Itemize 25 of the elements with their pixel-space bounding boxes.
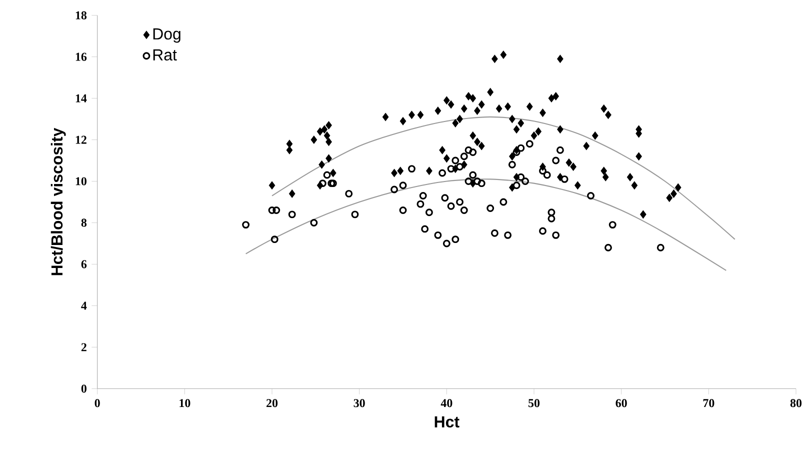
y-tick-label: 18 [76,11,87,20]
y-tick-label: 6 [81,260,87,268]
x-tick-label: 40 [440,399,452,408]
line-series [271,116,736,240]
x-tick-label: 10 [180,399,190,408]
x-tick-label: 60 [616,399,627,408]
line-series [245,178,727,271]
x-axis-title: Hct [434,416,460,428]
x-tick-label: 80 [790,399,802,408]
x-tick-label: 0 [94,399,100,408]
x-tick-label: 50 [528,399,540,408]
y-tick-label: 14 [76,94,87,102]
y-tick-label: 0 [81,384,86,393]
y-axis-title: Hct/Blood viscosity [50,128,66,276]
y-tick-label: 16 [76,52,87,61]
x-tick-label: 30 [354,399,365,408]
y-tick-label: 12 [76,136,86,144]
y-tick-label: 8 [81,218,87,227]
y-tick-label: 2 [81,343,86,352]
x-tick-label: 20 [266,399,278,408]
x-tick-label: 70 [703,399,714,408]
legend-label: Rat [153,49,177,61]
legend-label: Dog [153,28,180,43]
y-tick-label: 4 [81,302,87,310]
y-tick-label: 10 [76,177,86,186]
